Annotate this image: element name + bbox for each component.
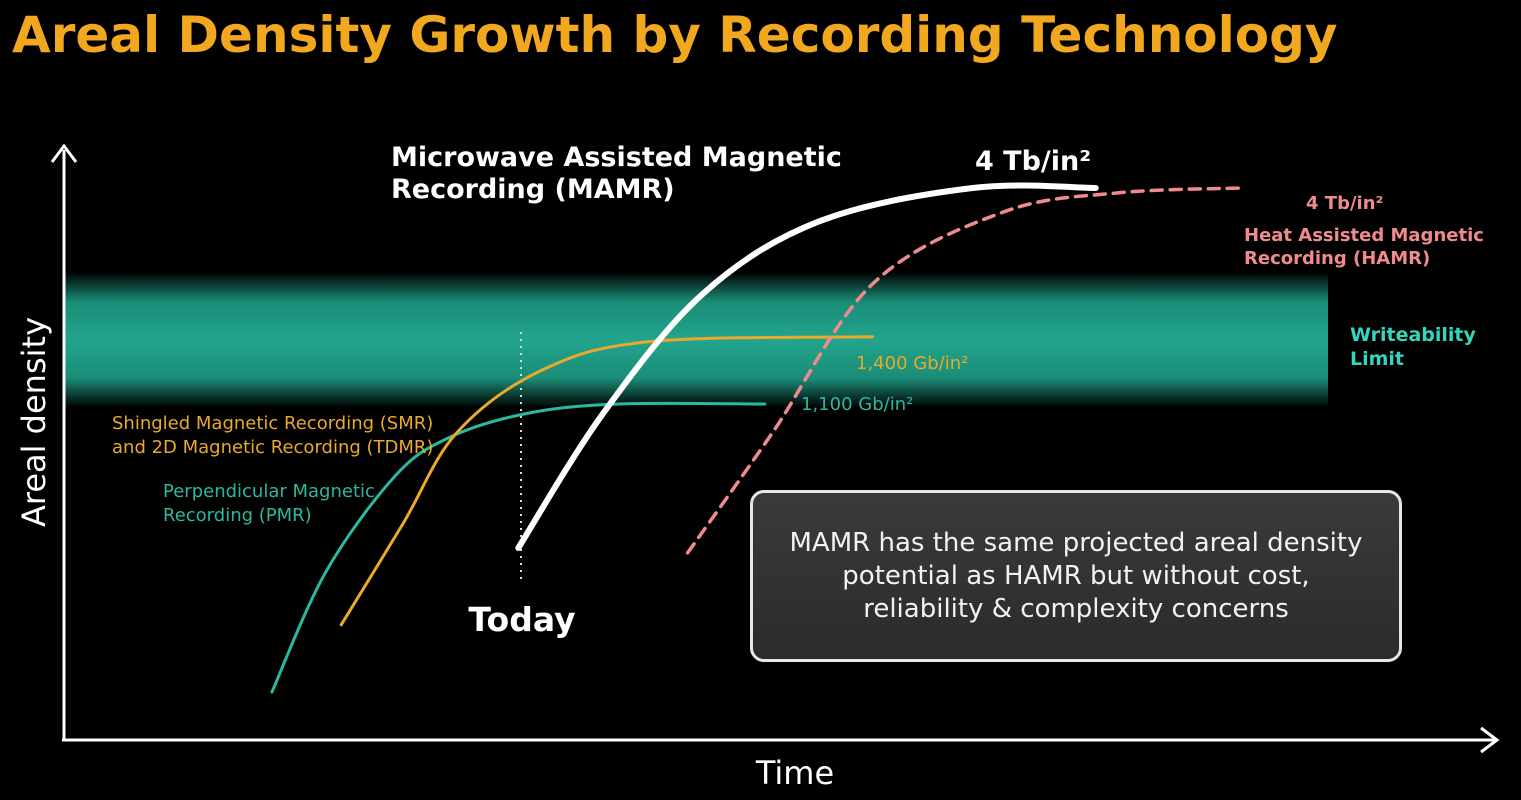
data-label-smr: 1,400 Gb/in² [856,353,968,374]
y-axis-arrow-icon [50,143,78,163]
series-name-pmr-line1: Perpendicular Magnetic [163,481,375,502]
band-label-line1: Writeability [1350,324,1477,346]
data-label-mamr: 4 Tb/in² [975,146,1091,177]
callout-line-3: reliability & complexity concerns [863,593,1289,624]
x-axis-arrow-icon [1480,726,1500,754]
series-name-smr-line1: Shingled Magnetic Recording (SMR) [112,413,433,434]
chart-title: Areal Density Growth by Recording Techno… [12,6,1338,64]
series-line-smr [339,335,874,627]
series-name-smr-line2: and 2D Magnetic Recording (TDMR) [112,437,433,458]
series-line-pmr [270,401,767,694]
series-name-mamr-line2: Recording (MAMR) [391,174,675,205]
data-label-pmr: 1,100 Gb/in² [801,394,913,415]
series-line-hamr [685,186,1244,555]
today-label: Today [468,600,575,639]
series-name-hamr-line2: Recording (HAMR) [1244,248,1430,269]
data-label-hamr: 4 Tb/in² [1306,193,1383,214]
callout-line-1: MAMR has the same projected areal densit… [789,527,1363,558]
x-axis-label: Time [755,754,834,792]
band-label-line2: Limit [1350,348,1404,370]
series-name-pmr-line2: Recording (PMR) [163,505,312,526]
y-axis-label: Areal density [15,317,53,527]
series-name-mamr-line1: Microwave Assisted Magnetic [391,142,842,173]
series-name-hamr-line1: Heat Assisted Magnetic [1244,225,1484,246]
callout-line-2: potential as HAMR but without cost, [842,560,1310,591]
callout-box: MAMR has the same projected areal densit… [750,490,1402,662]
series-line-mamr [515,182,1099,551]
